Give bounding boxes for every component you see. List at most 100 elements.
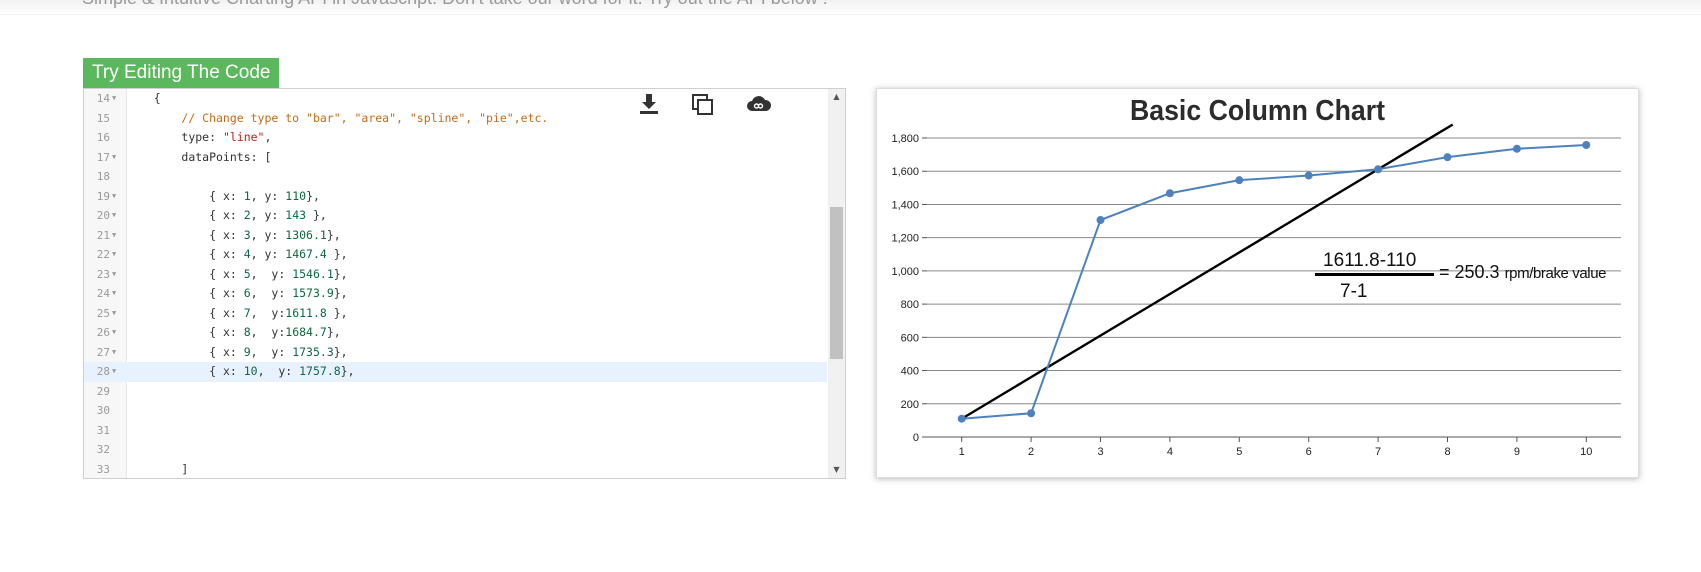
code-line[interactable]: 15 // Change type to "bar", "area", "spl… <box>84 109 827 129</box>
copy-icon[interactable] <box>689 91 715 117</box>
data-point <box>1027 409 1036 418</box>
line-number: 24 <box>96 287 110 300</box>
code-token: { x: <box>209 344 244 359</box>
code-token: { x: <box>209 247 244 261</box>
code-line[interactable]: 24 ▼ { x: 6, y: 1573.9}, <box>84 284 827 304</box>
annotation-trend-line <box>961 123 1454 420</box>
data-point <box>1512 144 1521 153</box>
code-text: { x: 8, y:1684.7}, <box>126 323 341 343</box>
code-text: { x: 1, y: 110}, <box>126 187 320 207</box>
code-token: , y: <box>250 188 286 203</box>
line-number: 29 <box>96 384 110 398</box>
line-number: 25 <box>96 306 110 320</box>
code-token: dataPoints: [ <box>181 149 272 164</box>
x-tick-label: 5 <box>1236 446 1242 458</box>
fold-arrow-icon[interactable]: ▼ <box>112 152 117 161</box>
y-tick-label: 400 <box>901 366 919 378</box>
fold-arrow-icon[interactable]: ▼ <box>112 269 117 278</box>
code-line[interactable]: 26 ▼ { x: 8, y:1684.7}, <box>84 323 827 343</box>
code-line[interactable]: 31 <box>84 421 827 441</box>
fold-arrow-icon[interactable]: ▼ <box>112 94 117 102</box>
editor-scrollbar[interactable]: ▲ ▼ <box>828 89 845 478</box>
fold-arrow-icon[interactable]: ▼ <box>112 367 117 375</box>
code-text: { x: 7, y:1611.8 }, <box>126 304 348 324</box>
fold-arrow-icon[interactable]: ▼ <box>112 289 117 297</box>
fold-arrow-icon[interactable]: ▼ <box>112 250 117 258</box>
code-token: 6 <box>243 286 251 300</box>
line-number: 28 <box>96 365 110 378</box>
fold-arrow-icon[interactable]: ▼ <box>112 191 117 200</box>
line-number: 22 <box>96 248 110 261</box>
scrollbar-thumb[interactable] <box>830 207 843 359</box>
code-text: dataPoints: [ <box>126 148 271 168</box>
code-token: , y: <box>250 305 286 320</box>
code-line[interactable]: 23 ▼ { x: 5, y: 1546.1}, <box>84 265 827 285</box>
line-number: 23 <box>96 267 110 281</box>
code-line[interactable]: 30 <box>84 401 827 421</box>
annotation-denominator: 7-1 <box>1340 281 1368 302</box>
code-line[interactable]: 19 ▼ { x: 1, y: 110}, <box>84 187 827 207</box>
code-token: }, <box>326 247 348 261</box>
code-line[interactable]: 25 ▼ { x: 7, y:1611.8 }, <box>84 304 827 324</box>
x-tick-label: 9 <box>1514 446 1520 458</box>
code-token: ] <box>181 461 189 476</box>
code-text: // Change type to "bar", "area", "spline… <box>126 109 548 129</box>
code-line[interactable]: 22 ▼ { x: 4, y: 1467.4 }, <box>84 245 827 265</box>
code-token: 1757.8 <box>299 364 341 378</box>
scroll-up-arrow-icon[interactable]: ▲ <box>833 92 840 101</box>
scroll-down-arrow-icon[interactable]: ▼ <box>833 465 840 474</box>
data-point <box>1235 176 1244 185</box>
code-line[interactable]: 27 ▼ { x: 9, y: 1735.3}, <box>84 343 827 363</box>
code-token: , y: <box>257 364 300 378</box>
code-line[interactable]: 21 ▼ { x: 3, y: 1306.1}, <box>84 226 827 246</box>
data-point <box>1165 189 1174 198</box>
code-token: { x: <box>209 208 244 222</box>
line-number: 30 <box>96 404 110 417</box>
code-token: { x: <box>209 227 244 242</box>
code-token: { <box>153 91 161 105</box>
code-line[interactable]: 28 ▼ { x: 10, y: 1757.8}, <box>84 362 827 382</box>
x-tick-label: 8 <box>1444 446 1450 458</box>
code-token: }, <box>333 266 348 281</box>
code-line[interactable]: 33 ] <box>84 460 827 479</box>
code-token: { x: <box>209 286 244 300</box>
code-line[interactable]: 16 type: "line", <box>84 128 827 148</box>
code-line[interactable]: 20 ▼ { x: 2, y: 143 }, <box>84 206 827 226</box>
code-line[interactable]: 17 ▼ dataPoints: [ <box>84 148 827 168</box>
code-line[interactable]: 32 <box>84 440 827 460</box>
code-token: 7 <box>243 305 251 320</box>
fold-arrow-icon[interactable]: ▼ <box>112 347 117 356</box>
y-tick-label: 0 <box>913 432 919 444</box>
fold-arrow-icon[interactable]: ▼ <box>112 211 117 219</box>
y-tick-label: 200 <box>901 399 919 411</box>
fold-arrow-icon[interactable]: ▼ <box>112 328 117 336</box>
fold-arrow-icon[interactable]: ▼ <box>112 308 117 317</box>
code-token: 1306.1 <box>285 227 327 242</box>
code-token: { x: <box>209 305 244 320</box>
code-line[interactable]: 29 <box>84 382 827 402</box>
code-line[interactable]: 18 <box>84 167 827 187</box>
code-token: , y: <box>250 344 293 359</box>
code-text: { x: 2, y: 143 }, <box>126 206 327 226</box>
annotation-result-value: = 250.3 <box>1439 262 1500 282</box>
x-tick-label: 2 <box>1028 446 1034 458</box>
line-number: 15 <box>96 111 110 125</box>
code-token: }, <box>333 344 348 359</box>
code-token: , y: <box>250 227 286 242</box>
code-line[interactable]: 14 ▼ { <box>84 89 827 109</box>
code-editor[interactable]: 14 ▼ {15 // Change type to "bar", "area",… <box>83 88 846 479</box>
line-number: 32 <box>96 443 110 456</box>
x-tick-label: 10 <box>1580 446 1592 458</box>
code-token: // Change type to "bar", "area", "spline… <box>181 110 549 125</box>
download-icon[interactable] <box>636 91 662 117</box>
fold-arrow-icon[interactable]: ▼ <box>112 230 117 239</box>
code-token: 9 <box>243 344 251 359</box>
code-token: type: <box>181 130 223 144</box>
code-token: { x: <box>209 188 244 203</box>
code-token: 5 <box>243 266 251 281</box>
y-tick-label: 800 <box>901 299 919 311</box>
cloud-icon[interactable] <box>746 91 772 117</box>
line-gutter <box>84 89 127 478</box>
code-token: 2 <box>243 208 251 222</box>
try-editing-tab[interactable]: Try Editing The Code <box>83 58 280 88</box>
